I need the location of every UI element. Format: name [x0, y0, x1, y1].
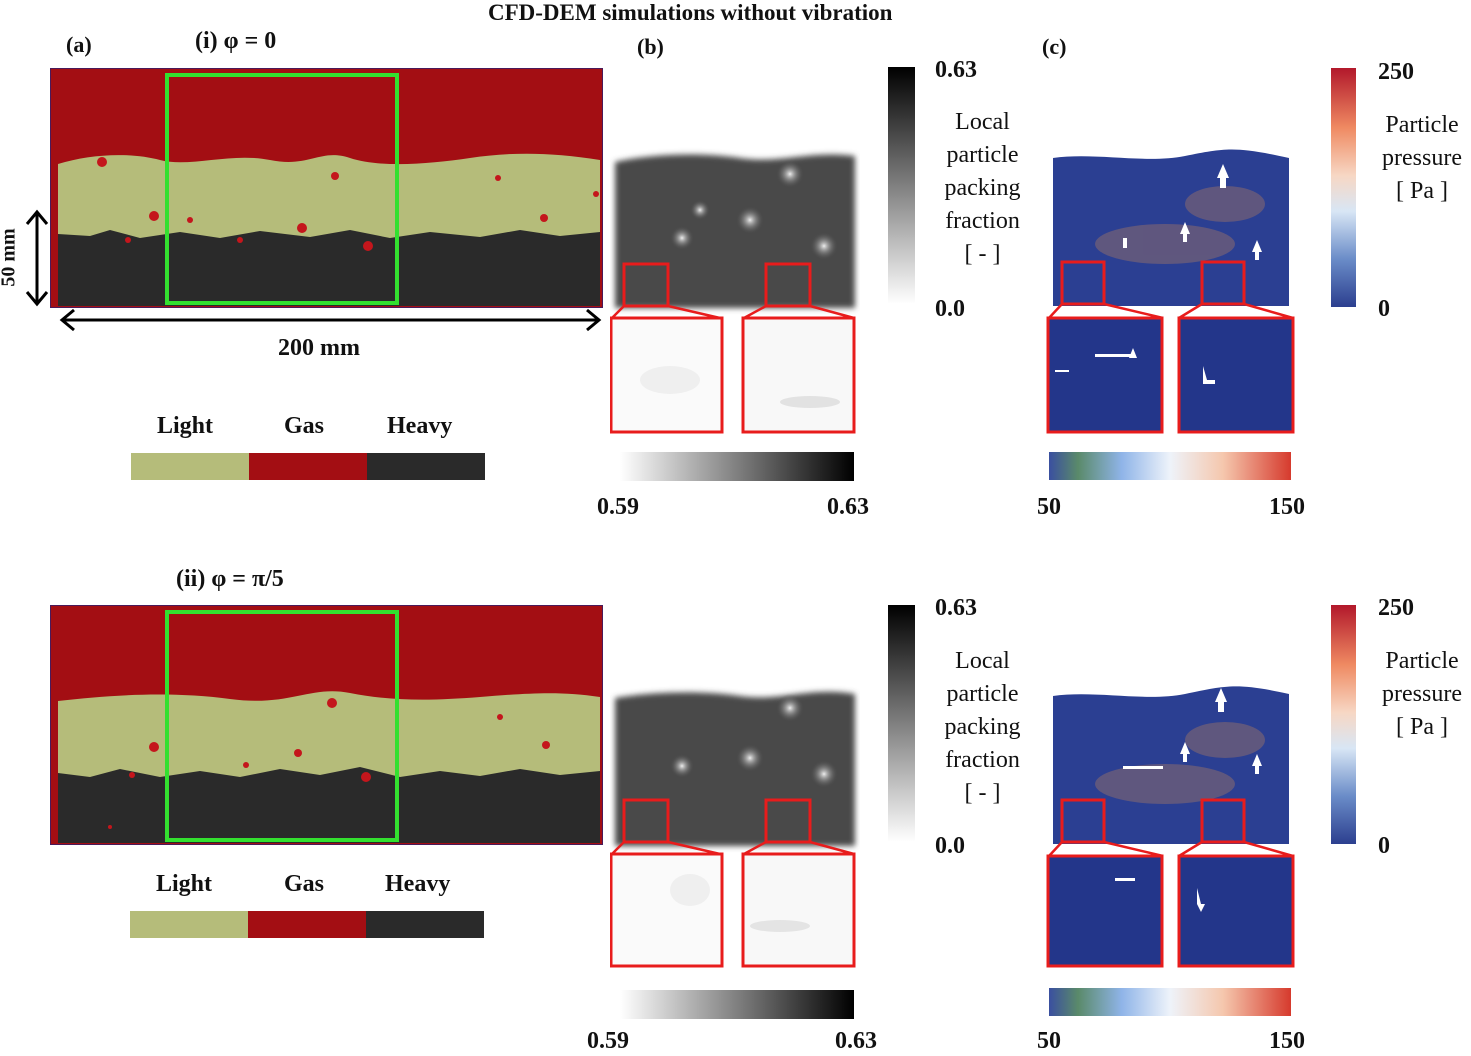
pressure-zoom-max-i: 150 [1269, 494, 1305, 520]
legend-gas-label-ii: Gas [284, 871, 325, 897]
pressure-zoom-max-ii: 150 [1269, 1028, 1305, 1054]
packing-zoom-max-ii: 0.63 [835, 1028, 877, 1054]
packing-map-i [610, 154, 856, 434]
pressure-map-i [1046, 149, 1295, 434]
legend-heavy-swatch-ii [366, 911, 484, 938]
legend-gas-swatch [249, 453, 367, 480]
packing-zoom-min-i: 0.59 [597, 494, 639, 520]
packing-cbar-title-i: Local particle packing fraction [ - ] [944, 109, 1021, 267]
pressure-cbar-min-i: 0 [1378, 296, 1390, 322]
packing-zoom-min-ii: 0.59 [587, 1028, 629, 1054]
legend-heavy-label: Heavy [387, 413, 453, 439]
height-arrow [25, 209, 49, 307]
width-arrow [59, 308, 602, 332]
legend-heavy-swatch [367, 453, 485, 480]
packing-cbar-min-i: 0.0 [935, 296, 965, 322]
packing-colorbar-ii [888, 605, 915, 842]
packing-cbar-title-ii: Local particle packing fraction [ - ] [944, 648, 1021, 806]
legend-light-label: Light [157, 413, 214, 439]
pressure-colorbar-ii [1331, 605, 1356, 844]
packing-map-ii [610, 691, 856, 968]
figure-title: CFD-DEM simulations without vibration [488, 0, 893, 25]
legend-light-swatch-ii [130, 911, 248, 938]
legend-gas-swatch-ii [248, 911, 366, 938]
panel-label-c: (c) [1042, 34, 1067, 59]
pressure-map-ii [1046, 686, 1295, 968]
pressure-colorbar-i [1331, 68, 1356, 307]
packing-colorbar-i [888, 67, 915, 304]
legend-gas-label: Gas [284, 413, 325, 439]
pressure-cbar-title-ii: Particle pressure [ Pa ] [1382, 648, 1462, 740]
packing-zoom-max-i: 0.63 [827, 494, 869, 520]
pressure-cbar-max-i: 250 [1378, 59, 1414, 85]
packing-cbar-max-i: 0.63 [935, 57, 977, 83]
width-label: 200 mm [278, 335, 360, 361]
packing-cbar-min-ii: 0.0 [935, 833, 965, 859]
legend-light-label-ii: Light [156, 871, 213, 897]
simulation-snapshot-ii [50, 605, 603, 845]
simulation-snapshot-i [50, 68, 603, 308]
pressure-zoom-min-ii: 50 [1037, 1028, 1061, 1054]
pressure-zoom-colorbar-i [1049, 452, 1291, 480]
pressure-zoom-min-i: 50 [1037, 494, 1061, 520]
pressure-cbar-min-ii: 0 [1378, 833, 1390, 859]
legend-heavy-label-ii: Heavy [385, 871, 451, 897]
packing-zoom-colorbar-i [620, 452, 854, 481]
packing-cbar-max-ii: 0.63 [935, 595, 977, 621]
case-label-ii: (ii) φ = π/5 [176, 566, 284, 592]
packing-zoom-colorbar-ii [620, 990, 854, 1019]
panel-label-b: (b) [637, 34, 664, 59]
panel-label-a: (a) [66, 32, 92, 57]
case-label-i: (i) φ = 0 [195, 28, 277, 54]
pressure-zoom-colorbar-ii [1049, 988, 1291, 1016]
pressure-cbar-max-ii: 250 [1378, 595, 1414, 621]
phase-legend-bar [131, 453, 485, 480]
legend-light-swatch [131, 453, 249, 480]
height-label: 50 mm [0, 228, 20, 287]
pressure-cbar-title-i: Particle pressure [ Pa ] [1382, 112, 1462, 204]
phase-legend-bar-ii [130, 911, 484, 938]
